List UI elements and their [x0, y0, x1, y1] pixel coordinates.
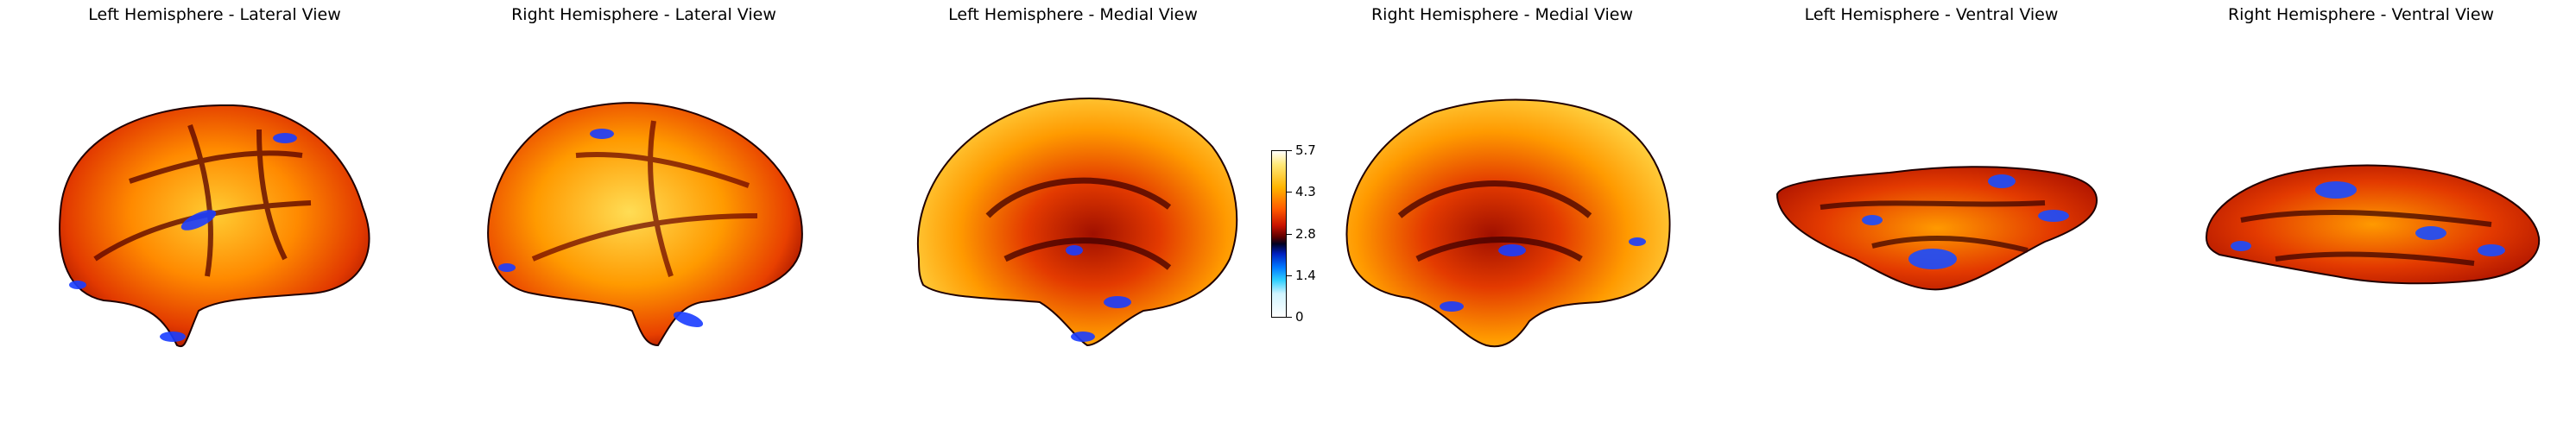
colorbar-tick	[1287, 275, 1292, 276]
brain-surface-right-medial	[1345, 98, 1671, 348]
panel-title: Left Hemisphere - Medial View	[948, 5, 1198, 24]
panel-title: Left Hemisphere - Lateral View	[88, 5, 341, 24]
brain-surface-right-lateral	[487, 102, 803, 347]
colorbar-tick-label: 5.7	[1295, 142, 1316, 158]
colorbar-tick	[1287, 150, 1292, 151]
brain-surface-left-lateral	[59, 104, 370, 348]
panel-left-ventral: Left Hemisphere - Ventral View	[1717, 0, 2146, 442]
panel-left-medial: Left Hemisphere - Medial View	[858, 0, 1288, 442]
colorbar-tick-label: 0	[1295, 309, 1304, 325]
panel-title: Right Hemisphere - Ventral View	[2227, 5, 2495, 24]
panel-title: Right Hemisphere - Lateral View	[511, 5, 776, 24]
colorbar	[1271, 150, 1287, 318]
colorbar-tick	[1287, 234, 1292, 235]
panel-title: Right Hemisphere - Medial View	[1370, 5, 1634, 24]
panel-left-lateral: Left Hemisphere - Lateral View	[0, 0, 429, 442]
brain-surface-left-ventral	[1775, 166, 2098, 291]
colorbar-tick-label: 2.8	[1295, 226, 1316, 242]
panel-title: Left Hemisphere - Ventral View	[1804, 5, 2059, 24]
colorbar-tick-label: 4.3	[1295, 184, 1316, 199]
brain-surface-right-ventral	[2205, 164, 2541, 285]
panel-right-lateral: Right Hemisphere - Lateral View	[429, 0, 858, 442]
brain-surface-left-medial	[916, 98, 1238, 347]
colorbar-tick	[1287, 317, 1292, 318]
panel-right-medial: Right Hemisphere - Medial View	[1288, 0, 1717, 442]
panel-right-ventral: Right Hemisphere - Ventral View	[2146, 0, 2576, 442]
colorbar-tick-label: 1.4	[1295, 268, 1316, 283]
colorbar-tick	[1287, 192, 1292, 193]
